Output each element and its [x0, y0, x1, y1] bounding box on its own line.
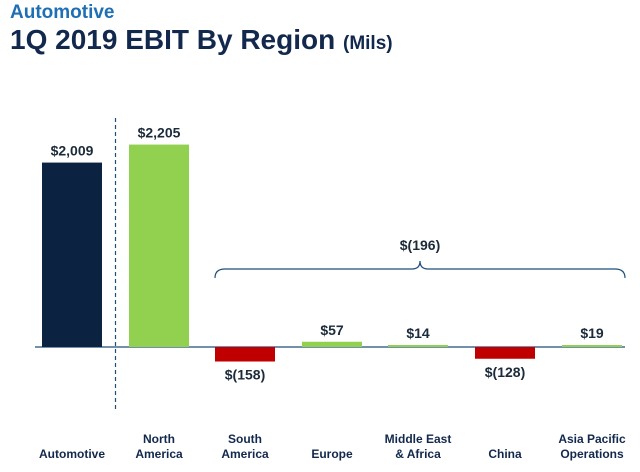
- value-label-0: $2,009: [51, 143, 94, 159]
- bar-6: [562, 345, 622, 347]
- value-label-1: $2,205: [138, 125, 181, 141]
- value-label-3: $57: [320, 322, 344, 338]
- bar-4: [388, 345, 448, 347]
- chart-unit: (Mils): [343, 33, 393, 54]
- category-label-2-line-0: South: [228, 432, 262, 446]
- value-label-4: $14: [406, 325, 430, 341]
- chart-title: 1Q 2019 EBIT By Region (Mils): [10, 24, 393, 60]
- value-label-6: $19: [580, 325, 604, 341]
- category-label-0: Automotive: [39, 447, 105, 461]
- category-label-6-line-0: Asia Pacific: [558, 432, 626, 446]
- category-label-1-line-1: America: [135, 447, 183, 461]
- category-label-6-line-1: Operations: [560, 447, 624, 461]
- header: Automotive 1Q 2019 EBIT By Region (Mils): [10, 2, 393, 60]
- category-label-1-line-0: North: [143, 432, 175, 446]
- group-bracket: [214, 260, 626, 279]
- section-subtitle: Automotive: [10, 2, 115, 23]
- value-label-2: $(158): [225, 367, 265, 383]
- category-label-2-line-1: America: [221, 447, 269, 461]
- category-label-3-line-0: Europe: [311, 447, 353, 461]
- group-bracket-label: $(196): [400, 237, 440, 253]
- category-label-1: North America: [135, 432, 183, 461]
- value-label-5: $(128): [485, 364, 525, 380]
- category-label-4-line-0: Middle East: [385, 432, 452, 446]
- category-label-2: South America: [221, 432, 269, 461]
- bar-5: [475, 347, 535, 359]
- category-label-5-line-0: China: [488, 447, 522, 461]
- category-label-5: China: [488, 447, 522, 461]
- category-label-6: Asia Pacific Operations: [558, 432, 626, 461]
- bar-1: [129, 144, 189, 347]
- category-label-3: Europe: [311, 447, 353, 461]
- category-label-4-line-1: & Africa: [395, 447, 441, 461]
- category-label-4: Middle East & Africa: [385, 432, 452, 461]
- chart-title-text: 1Q 2019 EBIT By Region: [10, 24, 336, 55]
- bar-3: [302, 341, 362, 347]
- category-label-0-line-0: Automotive: [39, 447, 105, 461]
- bar-0: [42, 162, 102, 347]
- bar-2: [215, 347, 275, 362]
